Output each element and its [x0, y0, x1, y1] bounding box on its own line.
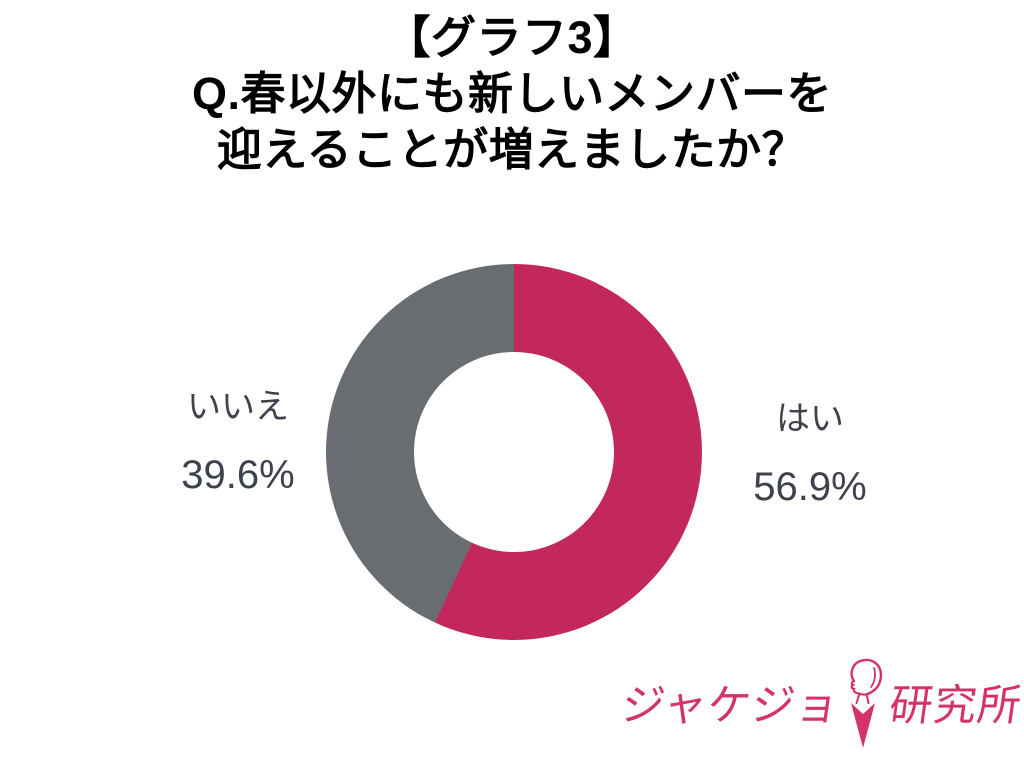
callout-no-label: いいえ [187, 388, 289, 426]
woman-profile-icon [840, 656, 886, 750]
chart-title: 【グラフ3】 Q.春以外にも新しいメンバーを 迎えることが増えましたか？ [0, 10, 1024, 178]
brand-logo: ジャケジョ 研究所 [618, 656, 1024, 750]
callout-yes-label: はい [776, 400, 844, 438]
callout-no-value: 39.6% [181, 453, 295, 497]
brand-logo-text-right: 研究所 [886, 682, 1024, 730]
donut-chart-hole [414, 352, 614, 552]
callout-yes: はい 56.9% [700, 402, 920, 507]
callout-no: いいえ 39.6% [128, 390, 348, 495]
donut-chart [326, 264, 702, 640]
chart-title-line-2: Q.春以外にも新しいメンバーを [191, 68, 832, 119]
chart-title-line-1: 【グラフ3】 [385, 12, 639, 63]
callout-yes-value: 56.9% [753, 465, 867, 509]
chart-title-line-3: 迎えることが増えましたか？ [216, 124, 808, 175]
brand-logo-text-left: ジャケジョ [618, 682, 843, 730]
